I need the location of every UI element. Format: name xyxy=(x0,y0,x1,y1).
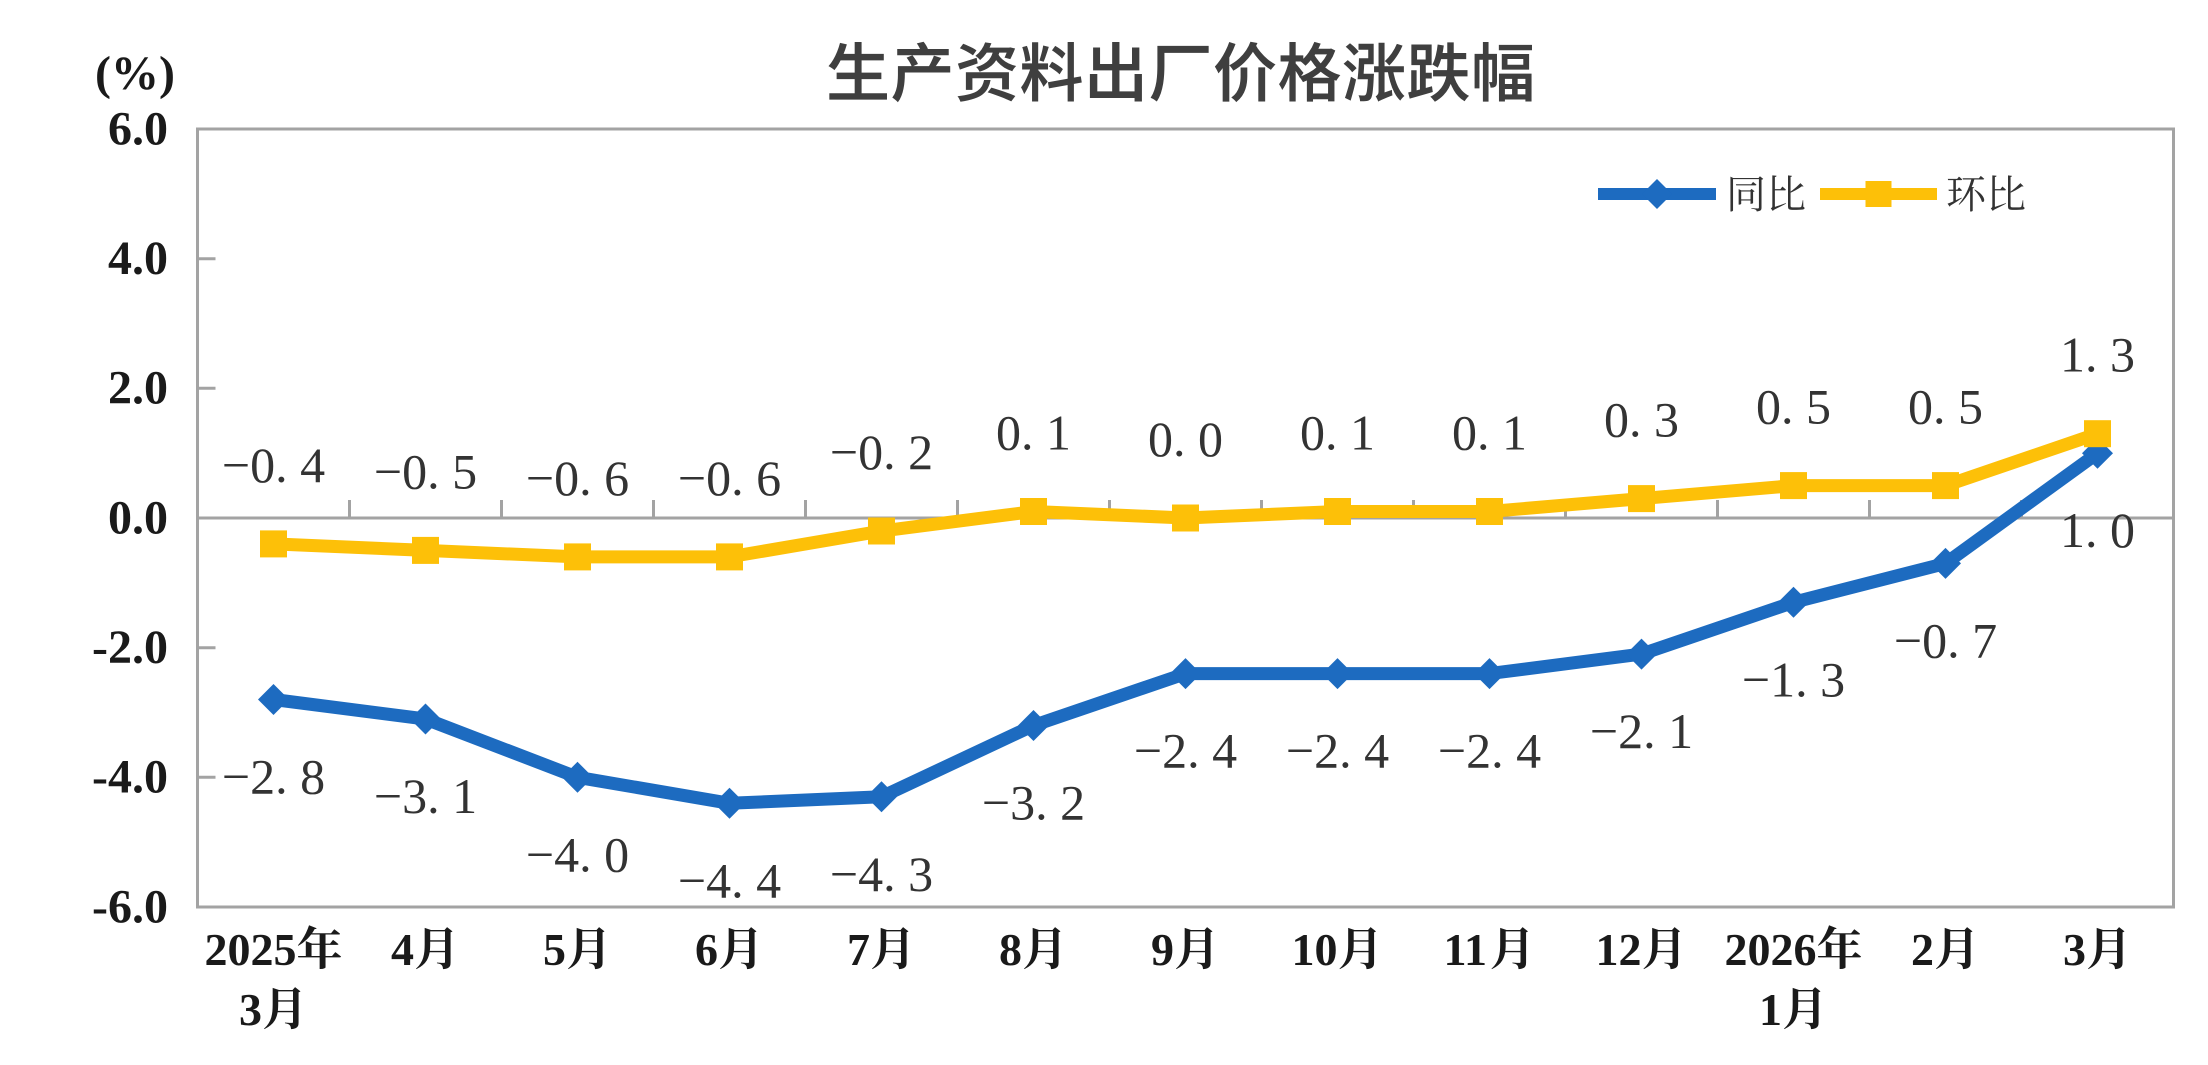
svg-text:0. 3: 0. 3 xyxy=(1604,392,1679,448)
svg-text:10: 10 xyxy=(1292,924,1338,975)
svg-text:9: 9 xyxy=(1151,924,1174,975)
svg-text:0.0: 0.0 xyxy=(108,491,168,544)
svg-text:0. 0: 0. 0 xyxy=(1148,411,1223,467)
svg-text:1: 1 xyxy=(1759,984,1782,1035)
svg-text:2025: 2025 xyxy=(205,924,297,975)
svg-text:−3. 1: −3. 1 xyxy=(374,768,477,824)
svg-text:−1. 3: −1. 3 xyxy=(1742,651,1845,707)
svg-text:7: 7 xyxy=(847,924,870,975)
svg-text:−4. 3: −4. 3 xyxy=(830,846,933,902)
svg-text:12: 12 xyxy=(1596,924,1642,975)
svg-text:-6.0: -6.0 xyxy=(92,880,168,933)
svg-text:6.0: 6.0 xyxy=(108,102,168,155)
svg-text:-2.0: -2.0 xyxy=(92,621,168,674)
svg-text:(%): (%) xyxy=(95,47,175,100)
svg-text:0. 5: 0. 5 xyxy=(1908,379,1983,435)
svg-text:0. 5: 0. 5 xyxy=(1756,379,1831,435)
svg-text:2: 2 xyxy=(1911,924,1934,975)
svg-text:0. 1: 0. 1 xyxy=(1452,405,1527,461)
svg-text:−2. 1: −2. 1 xyxy=(1590,703,1693,759)
svg-text:5: 5 xyxy=(543,924,566,975)
svg-text:−4. 4: −4. 4 xyxy=(678,852,781,908)
svg-text:2026: 2026 xyxy=(1725,924,1817,975)
svg-text:−4. 0: −4. 0 xyxy=(526,826,629,882)
svg-text:4: 4 xyxy=(391,924,414,975)
svg-text:−0. 6: −0. 6 xyxy=(526,450,629,506)
svg-text:−0. 5: −0. 5 xyxy=(374,443,477,499)
svg-text:3: 3 xyxy=(239,984,262,1035)
svg-text:3: 3 xyxy=(2063,924,2086,975)
svg-text:0. 1: 0. 1 xyxy=(1300,405,1375,461)
svg-text:−2. 4: −2. 4 xyxy=(1134,723,1237,779)
svg-text:0. 1: 0. 1 xyxy=(996,405,1071,461)
svg-text:−0. 2: −0. 2 xyxy=(830,424,933,480)
svg-text:−0. 7: −0. 7 xyxy=(1894,612,1997,668)
svg-text:1. 3: 1. 3 xyxy=(2060,327,2135,383)
svg-text:−2. 8: −2. 8 xyxy=(222,749,325,805)
svg-text:−2. 4: −2. 4 xyxy=(1438,723,1541,779)
svg-text:11: 11 xyxy=(1444,924,1487,975)
svg-text:-4.0: -4.0 xyxy=(92,751,168,804)
svg-text:−0. 6: −0. 6 xyxy=(678,450,781,506)
svg-text:1. 0: 1. 0 xyxy=(2060,502,2135,558)
svg-text:−2. 4: −2. 4 xyxy=(1286,723,1389,779)
svg-text:8: 8 xyxy=(999,924,1022,975)
svg-text:−0. 4: −0. 4 xyxy=(222,437,325,493)
svg-text:4.0: 4.0 xyxy=(108,232,168,285)
svg-text:−3. 2: −3. 2 xyxy=(982,775,1085,831)
svg-text:6: 6 xyxy=(695,924,718,975)
svg-text:2.0: 2.0 xyxy=(108,362,168,415)
